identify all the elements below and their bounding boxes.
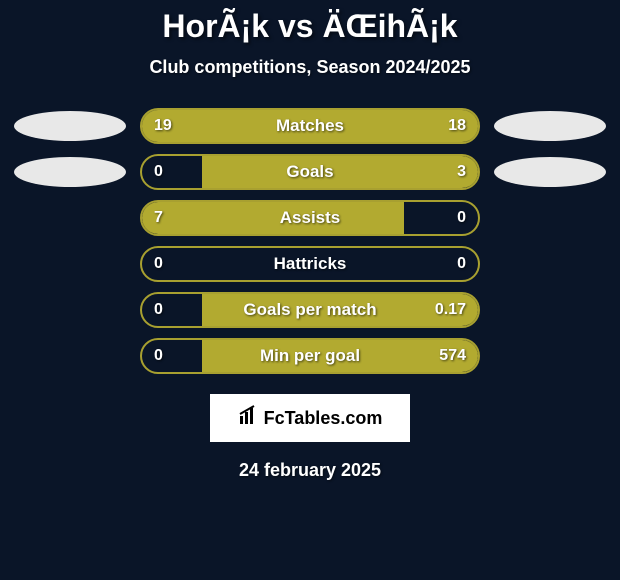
stat-bar: 19 Matches 18 [140,108,480,144]
stat-label: Goals per match [243,300,376,320]
stat-value-right: 574 [439,347,466,365]
stat-value-left: 19 [154,117,172,135]
player-left-marker [14,157,126,187]
logo-text: FcTables.com [264,408,383,429]
stat-value-left: 0 [154,163,163,181]
stat-label: Hattricks [274,254,347,274]
spacer [494,295,606,325]
stat-value-left: 0 [154,255,163,273]
bar-fill [202,156,478,188]
logo-icon [238,404,260,432]
stat-bar: 7 Assists 0 [140,200,480,236]
stat-row: 0 Min per goal 574 [0,338,620,374]
stat-row: 0 Goals per match 0.17 [0,292,620,328]
spacer [14,249,126,279]
stat-value-right: 3 [457,163,466,181]
spacer [494,341,606,371]
player-right-marker [494,157,606,187]
bar-fill [142,202,404,234]
stat-value-right: 0 [457,255,466,273]
stat-value-left: 0 [154,347,163,365]
footer-logo: FcTables.com [210,394,410,442]
stat-row: 0 Goals 3 [0,154,620,190]
player-left-marker [14,111,126,141]
spacer [14,203,126,233]
stat-value-right: 0 [457,209,466,227]
page-title: HorÃ¡k vs ÄŒihÃ¡k [0,0,620,45]
stat-label: Goals [286,162,333,182]
stat-row: 0 Hattricks 0 [0,246,620,282]
stat-bar: 0 Hattricks 0 [140,246,480,282]
stat-label: Assists [280,208,340,228]
stat-label: Matches [276,116,344,136]
stat-bar: 0 Goals 3 [140,154,480,190]
player-right-marker [494,111,606,141]
comparison-chart: 19 Matches 18 0 Goals 3 7 Assists 0 0 Hattricks 0 0 G… [0,108,620,374]
stat-row: 19 Matches 18 [0,108,620,144]
stat-bar: 0 Min per goal 574 [140,338,480,374]
stat-row: 7 Assists 0 [0,200,620,236]
spacer [14,295,126,325]
page-subtitle: Club competitions, Season 2024/2025 [0,57,620,78]
spacer [14,341,126,371]
spacer [494,203,606,233]
spacer [494,249,606,279]
footer-date: 24 february 2025 [0,460,620,481]
stat-bar: 0 Goals per match 0.17 [140,292,480,328]
stat-value-right: 18 [448,117,466,135]
stat-value-left: 7 [154,209,163,227]
stat-value-right: 0.17 [435,301,466,319]
stat-label: Min per goal [260,346,360,366]
stat-value-left: 0 [154,301,163,319]
